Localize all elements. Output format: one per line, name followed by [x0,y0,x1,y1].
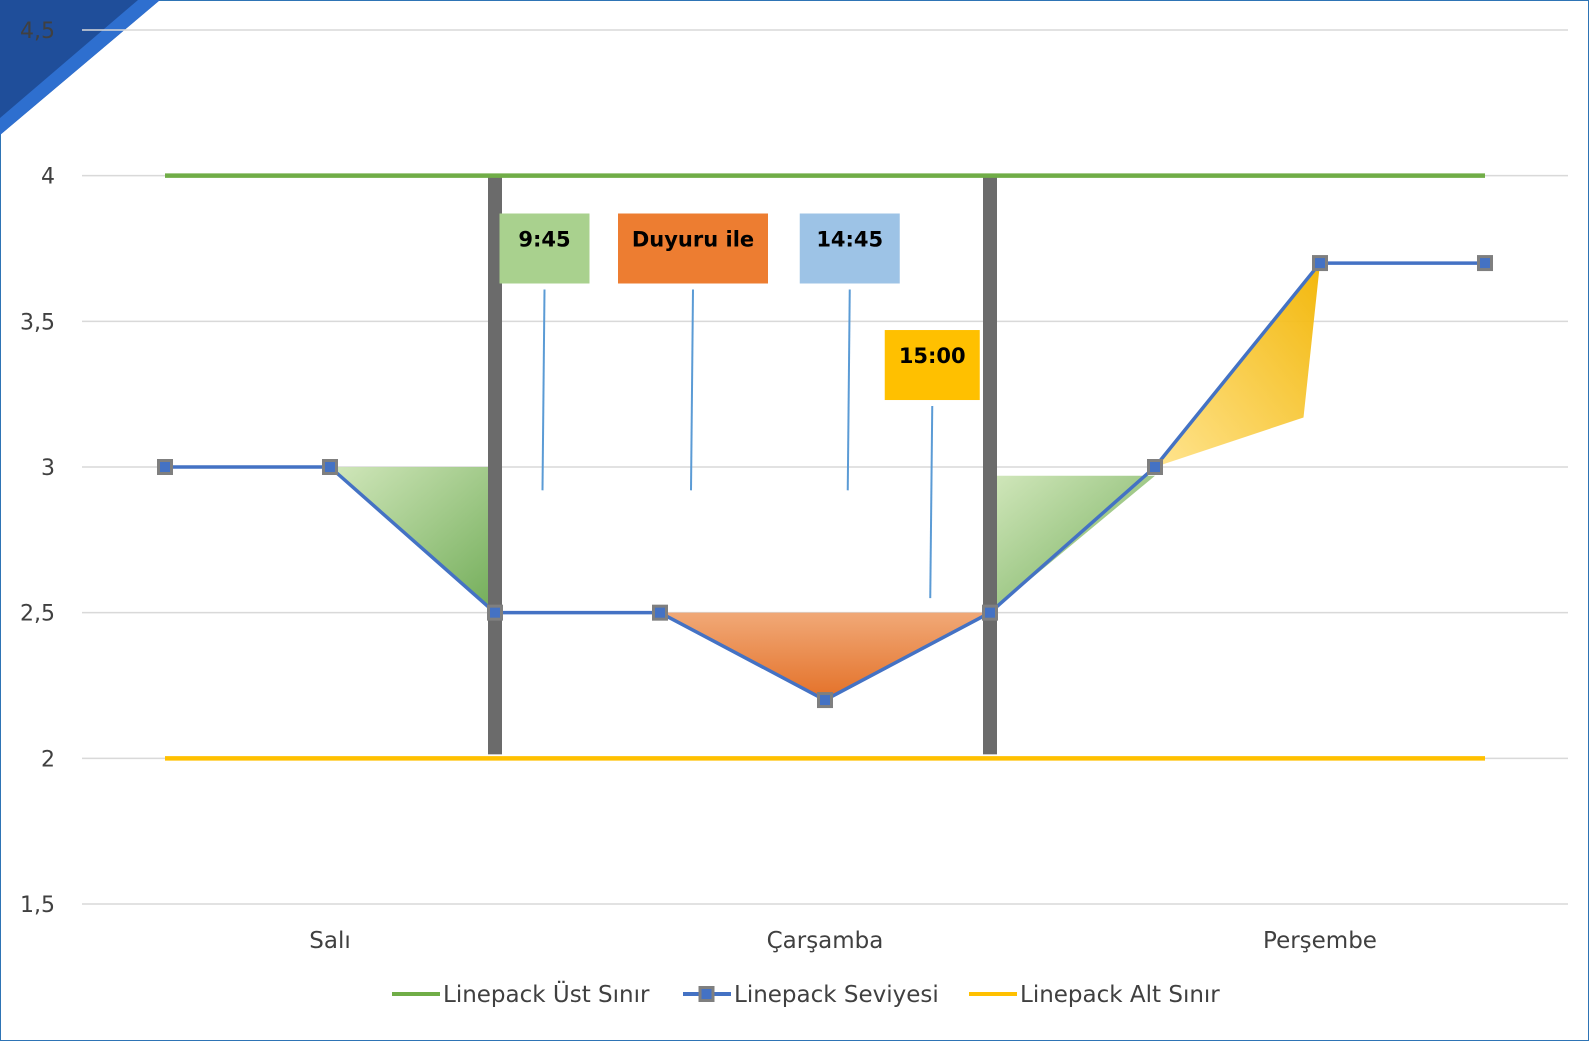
y-tick-label: 4 [41,165,55,190]
y-axis-ticks: 1,5 2 2,5 3 3,5 4 4,5 [20,19,55,918]
y-tick-label: 4,5 [20,19,55,44]
data-point-marker [157,459,173,475]
legend-swatch-marker [698,986,715,1002]
x-tick-label: Salı [309,928,350,954]
data-point-marker [322,459,338,475]
legend-label: Linepack Seviyesi [734,982,939,1008]
y-tick-label: 2 [41,747,55,772]
legend: Linepack Üst Sınır Linepack Seviyesi Linep… [392,980,1220,1008]
data-point-marker [982,604,998,621]
y-tick-label: 2,5 [20,602,55,627]
data-point-marker [1147,459,1163,475]
annotation-leader-line [690,289,694,491]
data-point-marker [487,604,503,621]
annotation-label: Duyuru ile [632,228,754,252]
legend-label: Linepack Alt Sınır [1020,982,1220,1008]
annotation-label: 15:00 [899,344,966,368]
annotation-box [884,330,980,401]
annotation-leader-line [929,406,934,599]
corner-decoration-edge [0,0,160,135]
x-axis-ticks: Salı Çarşamba Perşembe [309,928,1377,954]
data-point-marker [1477,255,1493,272]
y-tick-label: 3,5 [20,310,55,335]
annotation-label: 14:45 [816,228,883,252]
y-tick-label: 1,5 [20,893,55,918]
annotation-leader-line [846,289,851,491]
annotation-box [799,213,900,284]
y-tick-label: 3 [41,456,55,481]
data-point-marker [1312,255,1328,272]
highlight-triangle [660,612,990,701]
data-point-marker [652,604,668,621]
x-tick-label: Perşembe [1263,928,1377,954]
annotations: 9:45 Duyuru ile 14:45 15:00 [499,213,980,599]
day-divider [983,175,997,755]
annotation-box [618,213,768,284]
annotation-leader-line [541,289,546,491]
series [157,173,1493,761]
legend-label: Linepack Üst Sınır [443,980,650,1008]
data-point-marker [817,692,833,709]
x-tick-label: Çarşamba [767,928,884,954]
annotation-box [499,213,590,284]
annotation-label: 9:45 [518,228,570,252]
